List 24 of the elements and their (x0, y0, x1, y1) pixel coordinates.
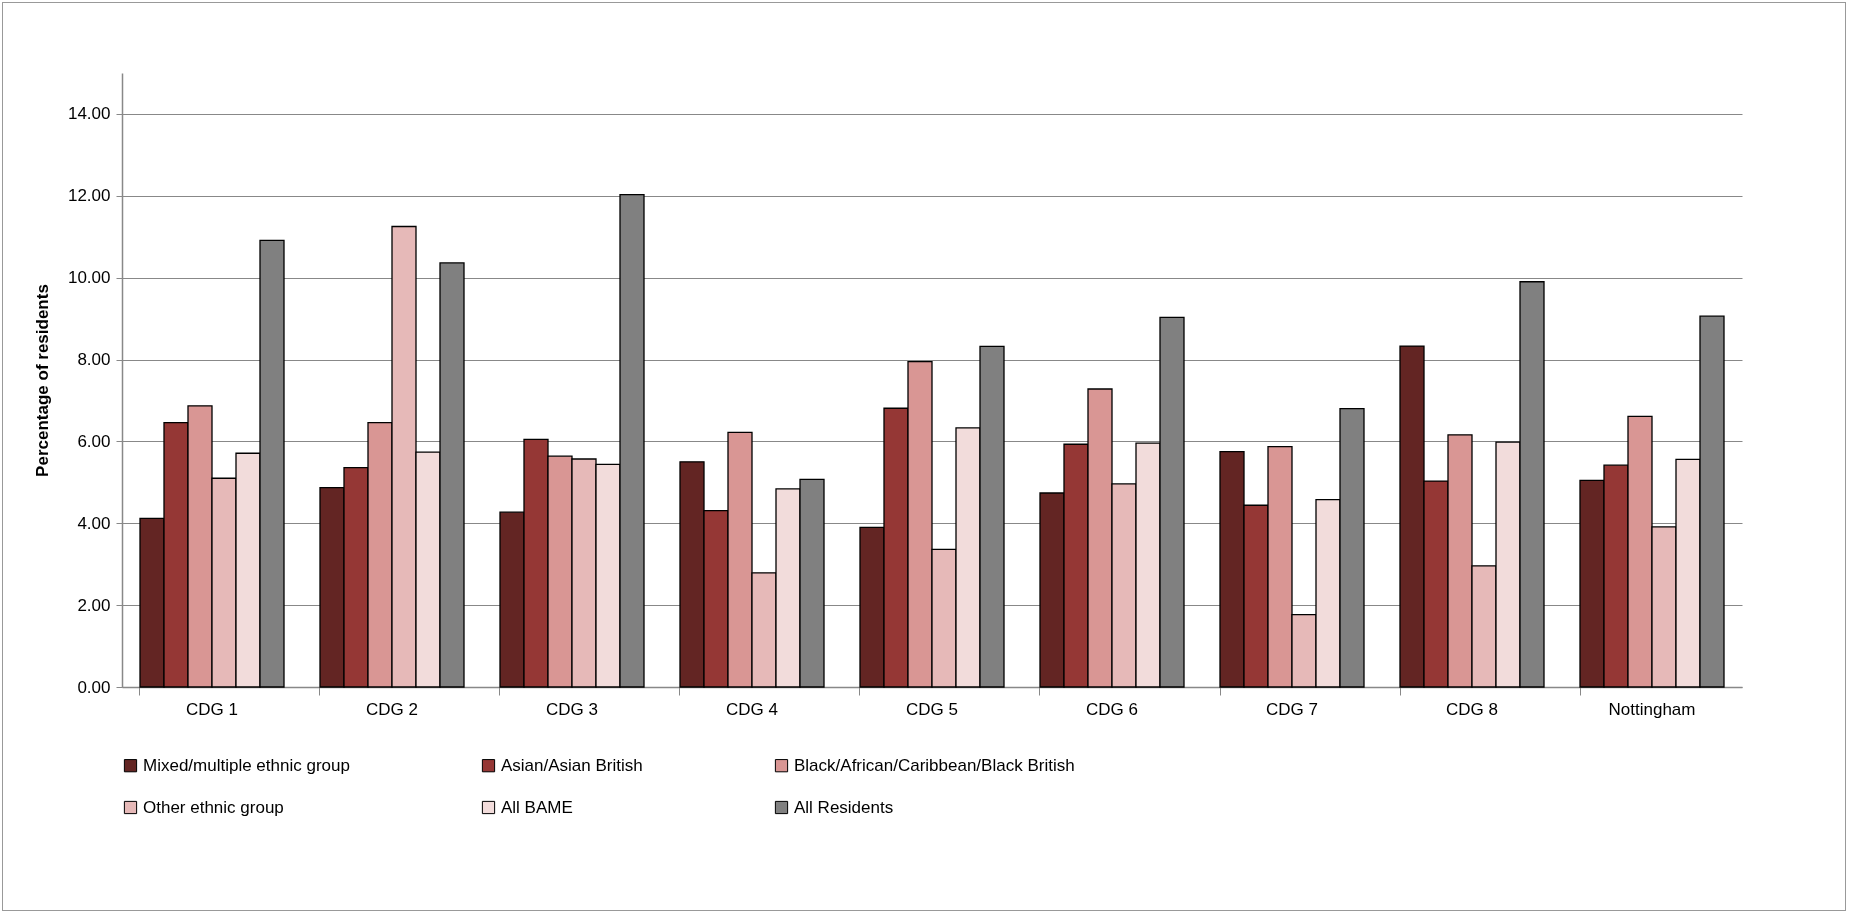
x-tick-label: CDG 3 (546, 699, 598, 719)
legend-label: Asian/Asian British (501, 755, 643, 775)
y-tick-label: 12.00 (67, 186, 111, 206)
y-tick-label: 4.00 (77, 513, 111, 533)
y-tick-label: 2.00 (77, 595, 111, 615)
x-tick-label: CDG 5 (906, 699, 958, 719)
y-tick-label: 6.00 (77, 431, 111, 451)
legend-label: Black/African/Caribbean/Black British (794, 755, 1075, 775)
y-tick-label: 10.00 (67, 268, 111, 288)
x-tick-label: CDG 7 (1266, 699, 1318, 719)
y-tick-label: 8.00 (77, 350, 111, 370)
y-tick-label: 14.00 (67, 104, 111, 124)
x-tick-label: CDG 2 (366, 699, 418, 719)
x-tick-label: CDG 8 (1446, 699, 1498, 719)
x-tick-label: CDG 4 (726, 699, 778, 719)
y-axis-title: Percentage of residents (32, 284, 52, 477)
y-tick-label: 0.00 (77, 677, 111, 697)
x-tick-label: Nottingham (1608, 699, 1696, 719)
legend-label: Other ethnic group (143, 797, 284, 817)
legend-label: Mixed/multiple ethnic group (143, 755, 350, 775)
legend-label: All Residents (794, 797, 894, 817)
x-tick-label: CDG 1 (186, 699, 238, 719)
legend-label: All BAME (501, 797, 573, 817)
x-tick-label: CDG 6 (1086, 699, 1138, 719)
